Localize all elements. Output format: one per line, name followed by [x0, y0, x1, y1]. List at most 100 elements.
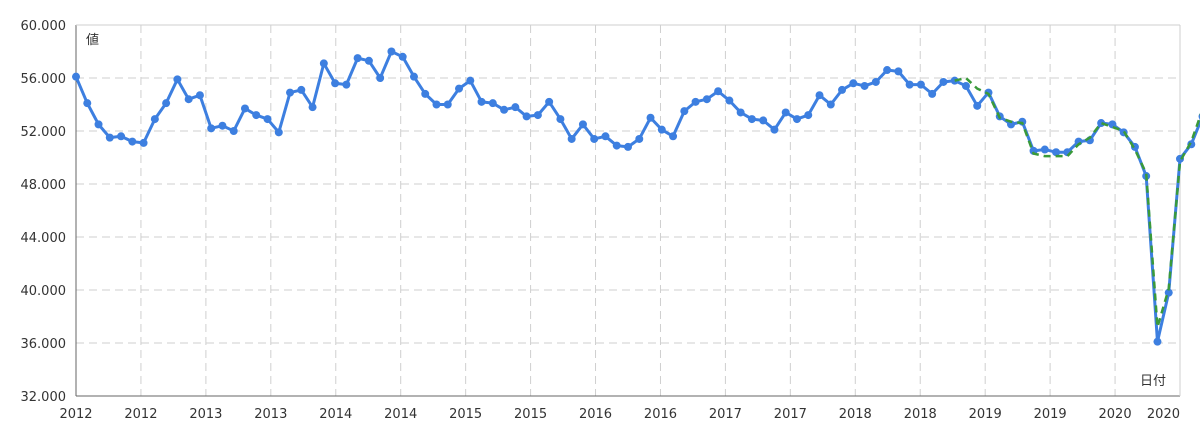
y-tick-label: 32.000	[21, 390, 67, 405]
data-point	[432, 100, 441, 109]
data-point	[736, 108, 745, 117]
y-tick-labels: 32.000 36.000 40.000 44.000 48.000 52.000 56.0…	[21, 19, 67, 405]
data-point	[308, 103, 317, 112]
y-tick-label: 48.000	[21, 178, 67, 193]
data-point	[871, 77, 880, 86]
data-point	[815, 91, 824, 100]
data-point	[973, 101, 982, 110]
data-point	[860, 81, 869, 90]
data-point	[83, 99, 92, 108]
x-tick-labels: 2012 2012 2013 2013 2014 2014 2015 2015 2016 2016…	[59, 407, 1180, 422]
data-point	[781, 108, 790, 117]
data-point	[928, 89, 937, 98]
data-point	[657, 125, 666, 134]
data-point	[849, 79, 858, 88]
data-point	[353, 54, 362, 63]
x-tick-label: 2012	[124, 407, 157, 422]
data-point	[1108, 120, 1117, 129]
x-tick-label: 2015	[449, 407, 482, 422]
data-point	[128, 137, 137, 146]
data-point	[635, 134, 644, 143]
data-point	[578, 120, 587, 129]
data-point	[240, 104, 249, 113]
x-tick-label: 2014	[319, 407, 352, 422]
data-point	[252, 111, 261, 120]
data-point	[162, 99, 171, 108]
data-point	[533, 111, 542, 120]
data-point	[883, 66, 892, 75]
x-tick-label: 2017	[709, 407, 742, 422]
x-tick-label: 2019	[969, 407, 1002, 422]
x-tick-label: 2017	[774, 407, 807, 422]
series-2-dashed-line	[954, 76, 1200, 328]
data-point	[725, 96, 734, 105]
data-point	[1007, 120, 1016, 129]
data-point	[274, 128, 283, 137]
data-point	[466, 76, 475, 85]
data-point	[263, 115, 272, 124]
data-point	[961, 81, 970, 90]
data-point	[601, 132, 610, 141]
data-markers	[72, 47, 1200, 346]
data-point	[229, 127, 238, 135]
x-tick-label: 2016	[644, 407, 677, 422]
data-point	[770, 125, 779, 134]
data-point	[838, 85, 847, 94]
data-point	[759, 116, 768, 125]
x-tick-label: 2020	[1147, 407, 1180, 422]
data-point	[792, 115, 801, 124]
data-point	[409, 72, 418, 81]
x-tick-label: 2015	[514, 407, 547, 422]
data-point	[184, 95, 193, 104]
data-point	[319, 59, 328, 68]
data-point	[72, 72, 80, 81]
data-point	[691, 97, 700, 106]
axes	[75, 24, 1181, 397]
data-point	[1040, 145, 1049, 154]
data-point	[117, 132, 126, 141]
x-axis-label: 日付	[1140, 374, 1166, 389]
data-point	[669, 132, 678, 141]
data-point	[714, 87, 723, 96]
data-point	[747, 115, 756, 124]
x-tick-label: 2012	[59, 407, 92, 422]
data-point	[195, 91, 204, 100]
data-point	[488, 99, 497, 108]
x-tick-label: 2018	[839, 407, 872, 422]
data-point	[105, 133, 114, 142]
y-tick-label: 36.000	[21, 337, 67, 352]
series-1-line	[74, 50, 1200, 344]
data-point	[398, 52, 407, 61]
data-point	[545, 97, 554, 106]
data-point	[680, 107, 689, 116]
x-tick-label: 2016	[579, 407, 612, 422]
data-point	[1153, 337, 1162, 346]
data-point	[331, 79, 340, 88]
data-point	[939, 77, 948, 86]
data-point	[590, 134, 599, 143]
data-point	[556, 115, 565, 124]
data-point	[150, 115, 159, 124]
data-point	[173, 75, 182, 84]
data-point	[1164, 288, 1173, 297]
data-point	[297, 85, 306, 94]
x-tick-label: 2013	[189, 407, 222, 422]
x-tick-label: 2020	[1099, 407, 1132, 422]
y-tick-label: 60.000	[21, 19, 67, 34]
data-point	[894, 67, 903, 76]
data-point	[646, 113, 655, 122]
x-tick-label: 2019	[1034, 407, 1067, 422]
data-point	[443, 100, 452, 109]
data-point	[364, 56, 373, 65]
y-tick-label: 52.000	[21, 125, 67, 140]
data-point	[376, 74, 385, 82]
data-point	[207, 124, 216, 133]
data-point	[702, 95, 711, 104]
data-point	[624, 142, 632, 151]
data-point	[522, 112, 531, 121]
data-point	[387, 47, 396, 56]
data-point	[511, 103, 520, 112]
series-lines	[74, 50, 1200, 344]
